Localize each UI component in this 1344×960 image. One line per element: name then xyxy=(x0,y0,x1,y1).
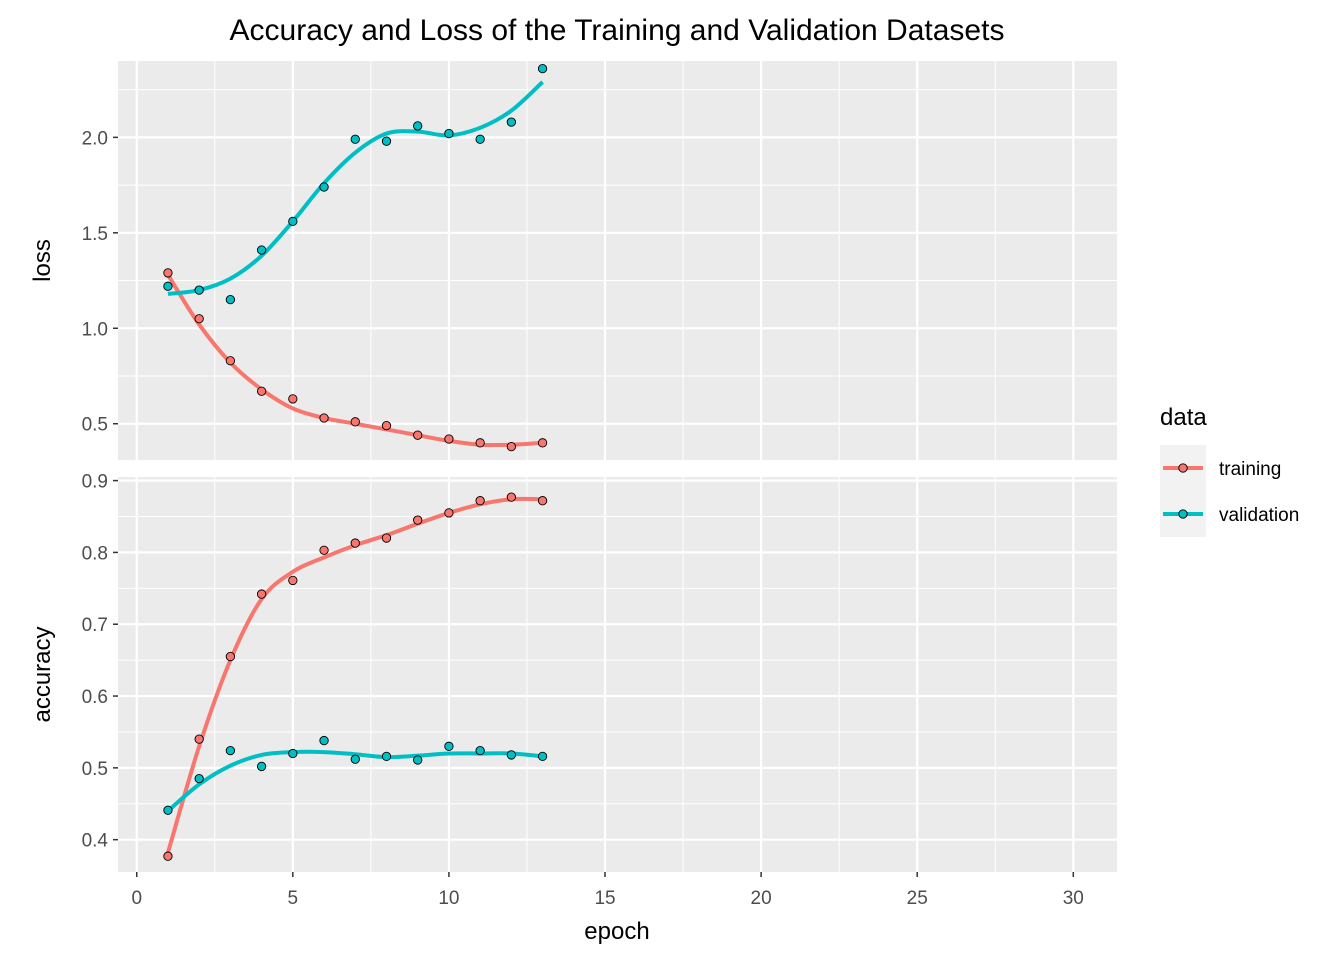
y-tick-label: 1.0 xyxy=(82,319,108,340)
data-point-validation xyxy=(319,182,329,192)
data-point-training xyxy=(256,386,267,396)
data-point-training xyxy=(475,438,485,448)
data-point-validation xyxy=(256,761,267,772)
data-point-validation xyxy=(537,63,548,74)
data-point-training xyxy=(413,430,423,440)
y-tick-label: 1.5 xyxy=(82,224,108,245)
y-axis-title: loss xyxy=(29,239,56,282)
x-tick-label: 0 xyxy=(131,888,142,909)
y-tick-label: 0.4 xyxy=(82,831,109,852)
data-point-validation xyxy=(381,136,392,146)
data-point-validation xyxy=(163,281,173,291)
legend-label-training: training xyxy=(1219,459,1281,480)
data-point-validation xyxy=(288,216,298,227)
data-point-training xyxy=(288,394,298,404)
data-point-training xyxy=(319,545,329,555)
x-tick-label: 25 xyxy=(907,888,928,909)
data-point-training xyxy=(350,417,360,427)
data-point-validation xyxy=(194,773,204,784)
panel-loss: 0.5 1.0 1.5 2.0 loss xyxy=(29,61,1117,460)
y-tick-label: 0.6 xyxy=(82,687,108,708)
data-point-training xyxy=(537,438,548,448)
data-point-training xyxy=(537,496,548,506)
chart-title: Accuracy and Loss of the Training and Va… xyxy=(230,14,1005,47)
y-tick-label: 0.5 xyxy=(82,759,108,780)
panel-background xyxy=(118,61,1117,460)
data-point-training xyxy=(194,734,204,744)
data-point-validation xyxy=(444,128,454,139)
data-point-validation xyxy=(288,748,298,759)
data-point-validation xyxy=(163,805,173,815)
legend-key-point xyxy=(1178,509,1188,519)
data-point-training xyxy=(350,538,360,548)
data-point-validation xyxy=(381,751,392,762)
data-point-validation xyxy=(225,745,236,756)
data-point-validation xyxy=(506,750,517,760)
legend-keys: training validation xyxy=(1160,445,1299,537)
data-point-training xyxy=(288,575,298,586)
data-point-validation xyxy=(413,755,423,765)
legend-label-validation: validation xyxy=(1219,505,1299,526)
x-tick-label: 5 xyxy=(288,888,299,909)
x-tick-label: 10 xyxy=(438,888,459,909)
data-point-training xyxy=(381,533,392,543)
y-tick-label: 2.0 xyxy=(82,128,108,149)
data-point-validation xyxy=(475,134,485,144)
data-point-validation xyxy=(194,285,204,295)
facet-panels: 0.5 1.0 1.5 2.0 loss 0.4 0.5 0.6 0.7 0.8 0.9 accura… xyxy=(29,61,1117,872)
legend: data training validation xyxy=(1160,404,1299,537)
y-tick-label: 0.7 xyxy=(82,615,108,636)
data-point-validation xyxy=(537,751,548,762)
data-point-training xyxy=(381,420,392,431)
panel-background xyxy=(118,477,1117,872)
data-point-training xyxy=(163,851,173,861)
data-point-validation xyxy=(506,117,517,127)
y-tick-label: 0.9 xyxy=(82,472,108,493)
x-tick-label: 30 xyxy=(1063,888,1084,909)
data-point-training xyxy=(475,496,485,506)
data-point-training xyxy=(506,441,517,452)
data-point-training xyxy=(194,314,204,324)
data-point-training xyxy=(444,434,454,444)
data-point-validation xyxy=(444,741,454,751)
data-point-validation xyxy=(225,294,236,305)
data-point-validation xyxy=(350,754,360,764)
y-tick-label: 0.5 xyxy=(82,415,108,436)
data-point-training xyxy=(319,413,329,423)
data-point-validation xyxy=(413,121,423,131)
data-point-training xyxy=(163,268,173,278)
data-point-validation xyxy=(350,134,360,144)
y-axis-title: accuracy xyxy=(29,626,56,722)
data-point-training xyxy=(225,651,236,662)
data-point-training xyxy=(413,515,423,525)
y-tick-label: 0.8 xyxy=(82,543,108,564)
data-point-training xyxy=(225,356,236,366)
legend-title: data xyxy=(1160,404,1207,431)
x-tick-label: 15 xyxy=(594,888,615,909)
x-axis-title: epoch xyxy=(584,918,649,945)
x-tick-label: 20 xyxy=(751,888,772,909)
data-point-training xyxy=(444,508,454,518)
data-point-validation xyxy=(319,735,329,746)
series-line-validation xyxy=(167,80,544,296)
data-point-training xyxy=(506,492,517,502)
panel-accuracy: 0.4 0.5 0.6 0.7 0.8 0.9 accuracy xyxy=(29,472,1117,872)
data-point-validation xyxy=(256,245,267,255)
x-axis: 0 5 10 15 20 25 30 xyxy=(131,872,1084,909)
data-point-validation xyxy=(475,745,485,756)
data-point-training xyxy=(256,589,267,599)
legend-key-point xyxy=(1178,463,1188,473)
